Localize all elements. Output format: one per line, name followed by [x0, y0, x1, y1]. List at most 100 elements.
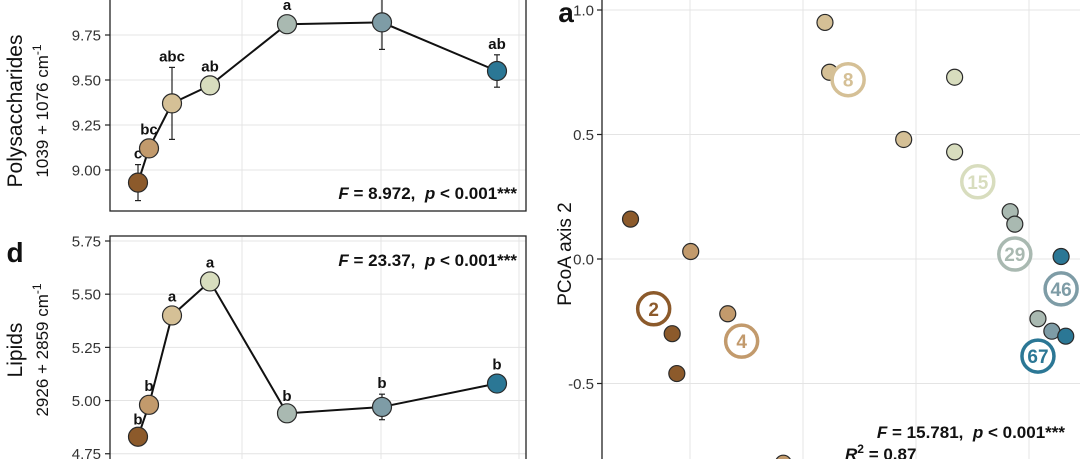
group-label-ring [635, 291, 672, 327]
stat-r-sup: 2 [857, 442, 864, 456]
data-point [775, 454, 791, 459]
polysaccharides-ylabel-sup: -1 [30, 44, 44, 55]
group-label: 15 [967, 173, 989, 194]
y-tick-label: 1.0 [573, 3, 594, 20]
group-label-ring [997, 236, 1033, 272]
polysaccharides-y-ticks: 9.00 9.25 9.50 9.75 [72, 28, 110, 180]
y-tick-label: 5.50 [72, 287, 101, 304]
data-point [161, 93, 183, 114]
stat-p-symbol: p [424, 184, 435, 203]
pcoa-stat: F = 15.781, p < 0.001*** [877, 423, 1065, 442]
group-label-ring [830, 61, 866, 98]
data-point [371, 12, 393, 33]
data-point [1052, 247, 1070, 266]
data-point [1057, 327, 1075, 345]
data-point [1006, 215, 1024, 233]
significance-letter: b [377, 375, 386, 392]
data-point [719, 305, 737, 323]
stat-f-symbol: F [338, 184, 349, 203]
stat-p-symbol: p [972, 423, 983, 442]
data-point [127, 426, 149, 447]
pcoa-frame [601, 0, 603, 459]
stat-f-value: = 15.781, [887, 423, 973, 442]
significance-letter: b [492, 357, 501, 374]
data-point [946, 68, 964, 86]
significance-letter: ab [488, 36, 506, 53]
data-point [161, 305, 183, 326]
data-point [199, 271, 221, 292]
data-point [199, 75, 221, 96]
y-tick-label: 9.75 [72, 28, 101, 45]
y-tick-label: 5.00 [72, 393, 101, 410]
group-label: 4 [736, 332, 747, 353]
stat-f-value: = 8.972, [349, 184, 425, 203]
data-point [486, 60, 508, 82]
lipids-y-ticks: 4.75 5.00 5.25 5.50 5.75 [72, 234, 110, 459]
polysaccharides-stat: F = 8.972, p < 0.001*** [338, 184, 517, 203]
group-label: 67 [1027, 347, 1048, 368]
stat-p-symbol: p [424, 251, 435, 270]
stat-f-symbol: F [338, 251, 349, 270]
pcoa-r2: R2 = 0.87 [845, 442, 916, 459]
polysaccharides-grid [110, 0, 526, 210]
lipids-ylabel-main: 2926 + 2859 cm [33, 294, 52, 416]
stat-p-value: < 0.001*** [983, 423, 1065, 442]
y-tick-label: 9.25 [72, 118, 101, 135]
pcoa-marks: 2 4 8 15 29 46 67 [621, 13, 1079, 459]
data-point [138, 138, 160, 159]
data-point [895, 130, 913, 149]
significance-letter: a [168, 288, 177, 305]
polysaccharides-ylabel-wavenumber: 1039 + 1076 cm-1 [30, 44, 52, 177]
polysaccharides-ylabel-main: 1039 + 1076 cm [33, 55, 52, 177]
significance-letter: c [134, 146, 142, 163]
y-tick-label: -0.5 [568, 376, 594, 393]
pcoa-panel-label: a [558, 0, 574, 28]
stat-p-value: < 0.001*** [435, 251, 517, 270]
group-label-ring [1043, 271, 1079, 307]
group-label-ring [1020, 338, 1056, 374]
lipids-ylabel-sup: -1 [30, 283, 44, 294]
group-label: 29 [1004, 245, 1025, 266]
significance-letter: abc [159, 48, 185, 65]
stat-f-value: = 23.37, [349, 251, 425, 270]
stat-r-value: = 0.87 [864, 445, 916, 459]
significance-letter: a [283, 0, 292, 14]
stat-p-value: < 0.001*** [435, 184, 517, 203]
data-point [682, 242, 700, 261]
data-point [663, 325, 681, 343]
pcoa-y-ticks: -0.5 0.0 0.5 1.0 [568, 3, 602, 393]
y-tick-label: 9.00 [72, 163, 101, 180]
pcoa-ylabel: PCoA axis 2 [555, 202, 576, 306]
significance-letter: b [282, 388, 291, 405]
significance-letter: ab [201, 58, 219, 75]
significance-letter: a [206, 254, 215, 271]
data-point [816, 13, 834, 32]
lipids-panel-label: d [6, 237, 23, 268]
lipids-ylabel-wavenumber: 2926 + 2859 cm-1 [30, 283, 52, 416]
data-point [276, 14, 298, 35]
group-label-ring [723, 323, 760, 359]
lipids-stat: F = 23.37, p < 0.001*** [338, 251, 517, 270]
group-label-ring [960, 164, 996, 200]
significance-letter: bc [140, 121, 158, 138]
data-point [127, 172, 149, 193]
group-label: 46 [1051, 280, 1072, 301]
lipids-ylabel: Lipids [4, 323, 27, 378]
data-point [138, 394, 160, 415]
polysaccharides-frame [109, 0, 527, 212]
stat-r-symbol: R [845, 445, 858, 459]
data-point [946, 143, 964, 161]
data-point [276, 403, 298, 424]
data-point [1029, 310, 1047, 328]
y-tick-label: 5.75 [72, 234, 101, 251]
y-tick-label: 0.0 [573, 252, 594, 269]
y-tick-label: 4.75 [72, 446, 101, 459]
significance-letter: b [144, 378, 153, 395]
significance-letter: b [133, 411, 142, 428]
lipids-frame [109, 235, 527, 459]
lipids-grid [110, 237, 526, 459]
